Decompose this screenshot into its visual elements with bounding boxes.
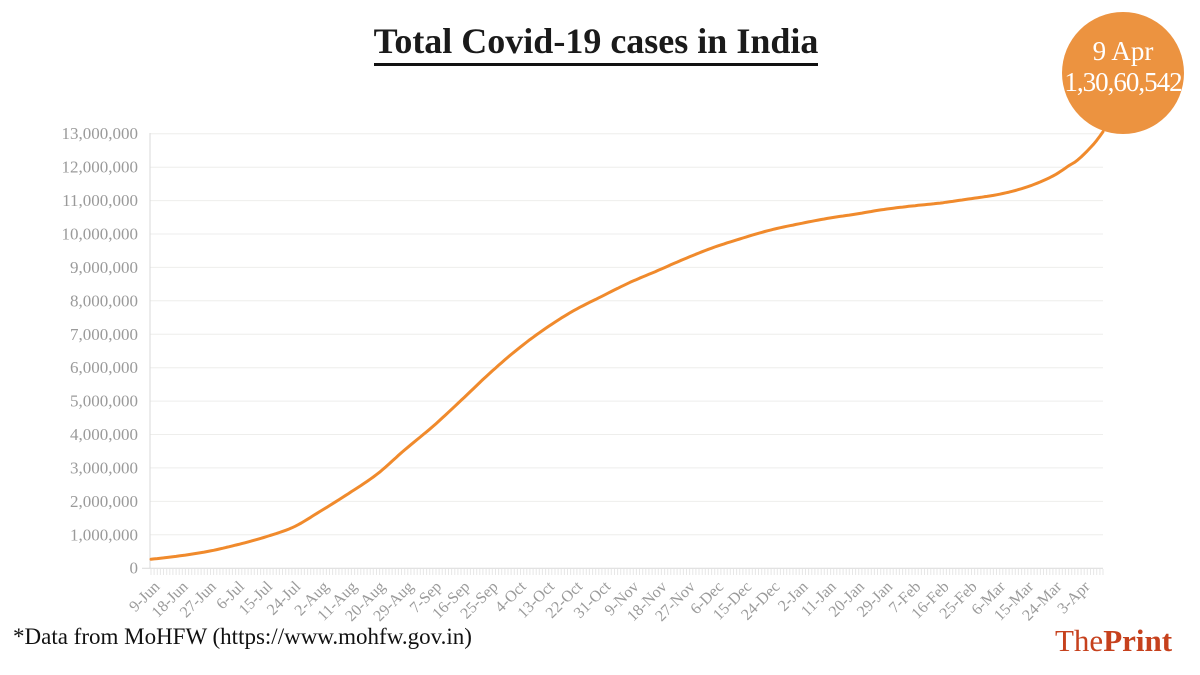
svg-text:7,000,000: 7,000,000 bbox=[70, 325, 138, 344]
svg-text:0: 0 bbox=[130, 559, 139, 578]
svg-text:13,000,000: 13,000,000 bbox=[62, 124, 139, 143]
svg-text:3,000,000: 3,000,000 bbox=[70, 458, 138, 477]
svg-text:4,000,000: 4,000,000 bbox=[70, 425, 138, 444]
svg-text:2,000,000: 2,000,000 bbox=[70, 492, 138, 511]
svg-text:11,000,000: 11,000,000 bbox=[62, 191, 138, 210]
svg-text:9,000,000: 9,000,000 bbox=[70, 258, 138, 277]
svg-text:12,000,000: 12,000,000 bbox=[62, 158, 139, 177]
svg-text:10,000,000: 10,000,000 bbox=[62, 225, 139, 244]
svg-text:1,000,000: 1,000,000 bbox=[70, 525, 138, 544]
svg-text:6,000,000: 6,000,000 bbox=[70, 358, 138, 377]
svg-text:8,000,000: 8,000,000 bbox=[70, 291, 138, 310]
svg-text:5,000,000: 5,000,000 bbox=[70, 392, 138, 411]
svg-text:3-Apr: 3-Apr bbox=[1054, 578, 1094, 618]
